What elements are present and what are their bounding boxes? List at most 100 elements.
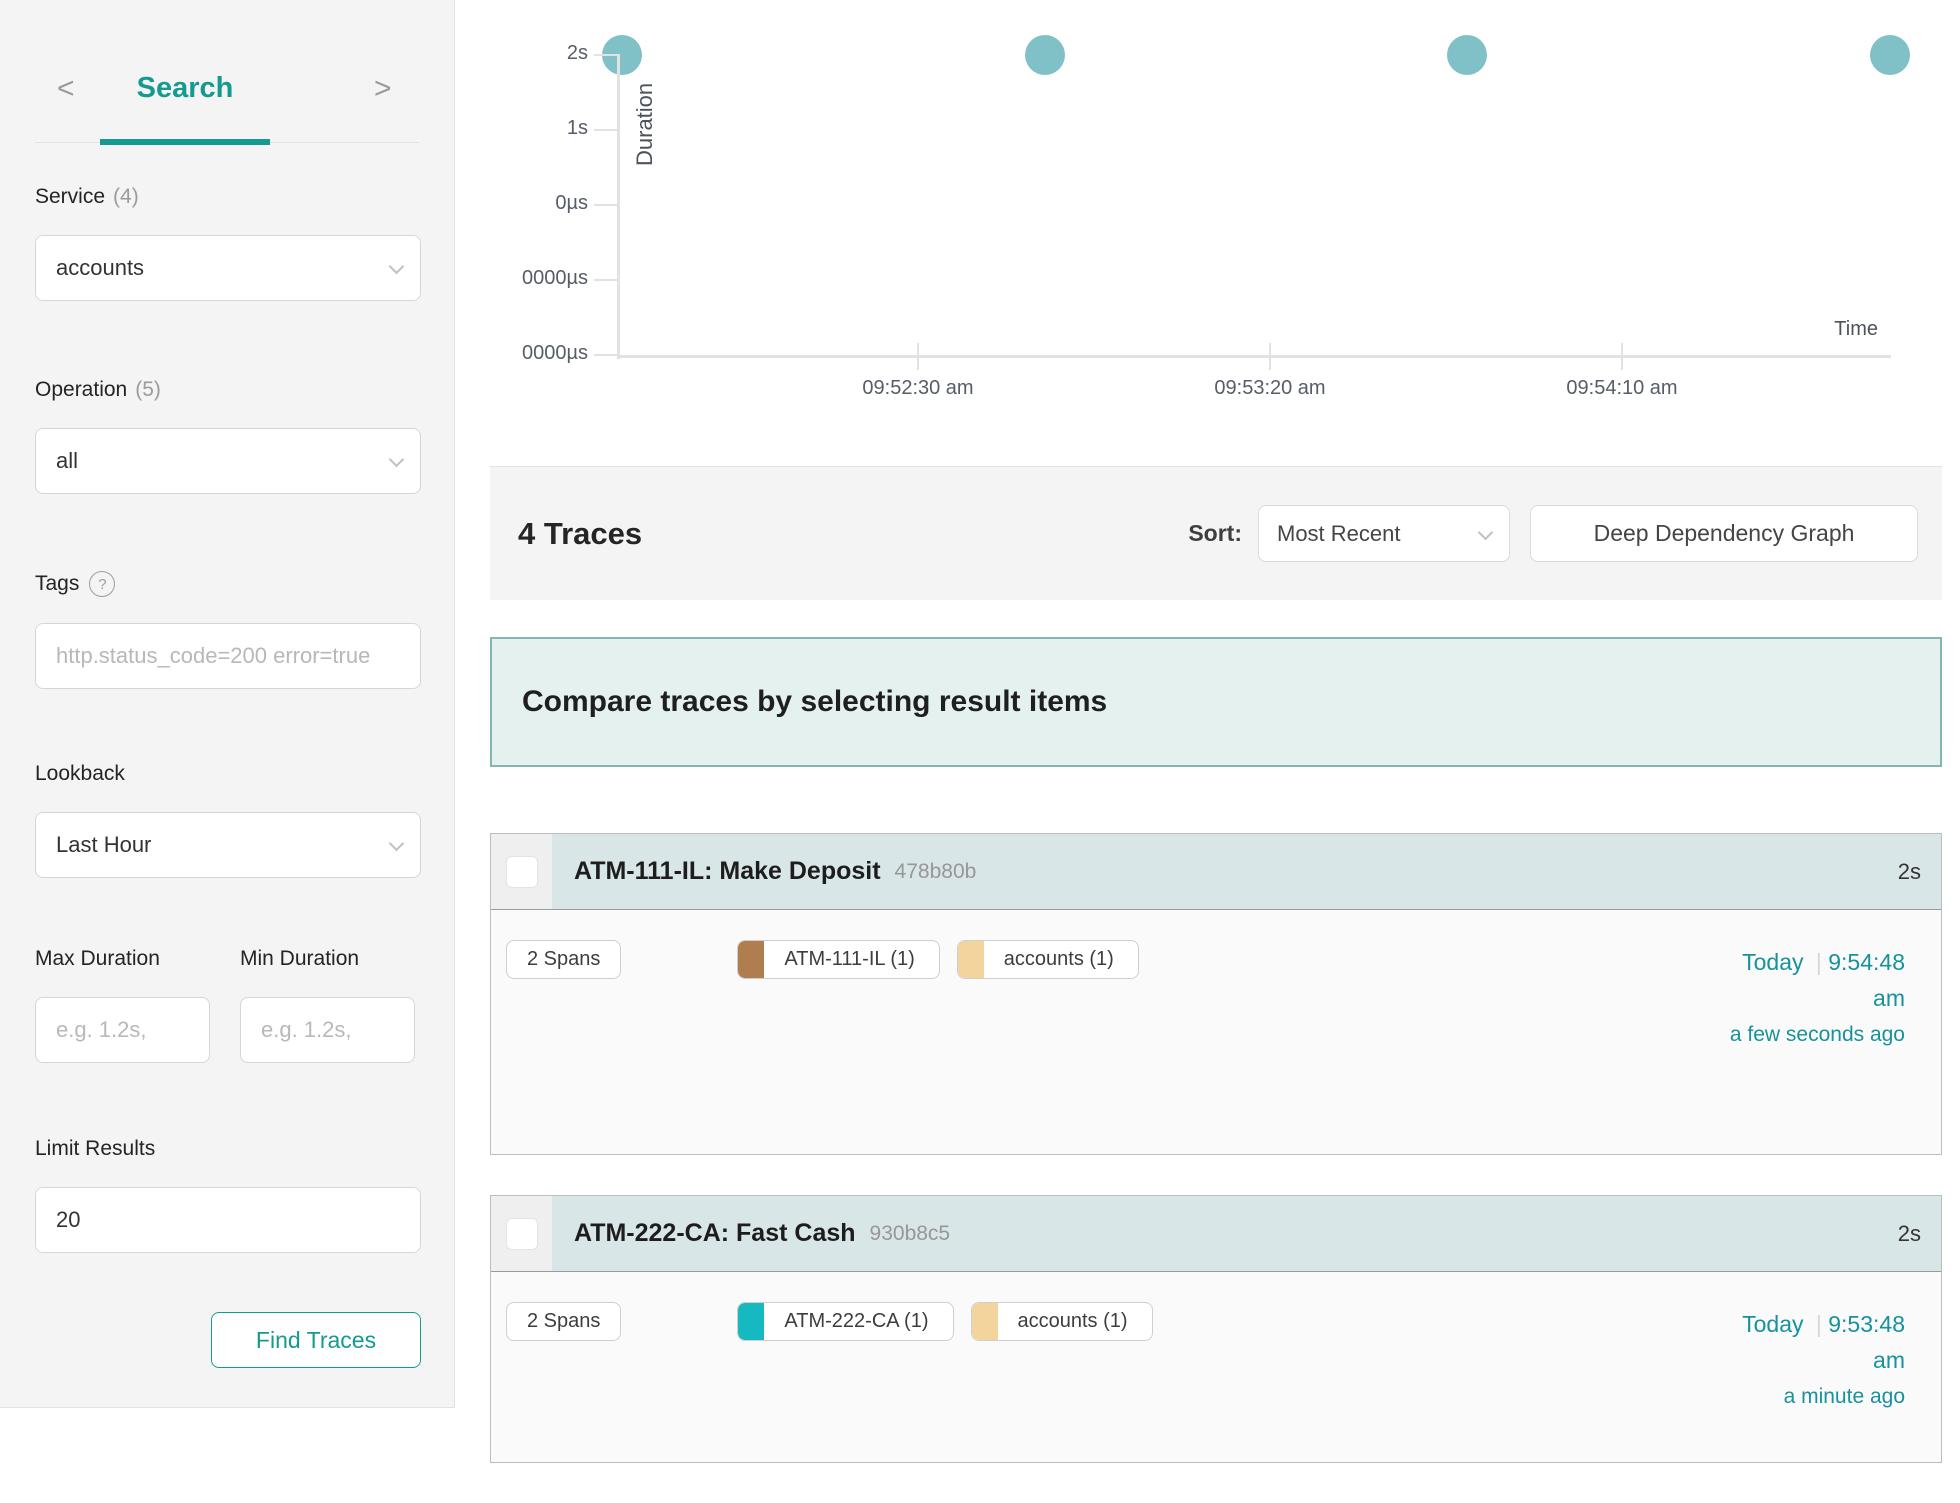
y-axis-tick [594,129,618,131]
service-tag-label: accounts (1) [1017,1310,1128,1332]
trace-results-list: ATM-111-IL: Make Deposit 478b80b 2s 2 Sp… [490,833,1942,1463]
service-tags: ATM-111-IL (1) accounts (1) [737,940,1139,979]
tags-input[interactable] [35,623,421,689]
lookback-select[interactable]: Last Hour [35,812,421,878]
trace-date-link[interactable]: Today [1742,1311,1804,1337]
trace-card-header[interactable]: ATM-111-IL: Make Deposit 478b80b 2s [491,834,1941,910]
span-count-pill: 2 Spans [506,1302,622,1341]
chevron-down-icon [388,451,405,468]
trace-title[interactable]: ATM-222-CA: Fast Cash [574,1219,856,1247]
chevron-down-icon [388,258,405,275]
service-tags: ATM-222-CA (1) accounts (1) [737,1302,1153,1341]
lookback-select-value: Last Hour [56,832,152,857]
trace-card-body: 2 Spans ATM-222-CA (1) accounts (1) Toda… [491,1272,1941,1462]
trace-checkbox[interactable] [505,855,538,888]
trace-id: 478b80b [894,859,977,883]
lookback-label: Lookback [35,762,421,786]
y-axis-tick [594,279,618,281]
service-tag-pill: ATM-222-CA (1) [737,1302,954,1341]
tags-label: Tags ? [35,571,421,597]
service-tag-pill: ATM-111-IL (1) [737,940,940,979]
chevron-right-icon[interactable]: > [374,72,392,105]
trace-date-link[interactable]: Today [1742,949,1804,975]
deep-dependency-graph-button[interactable]: Deep Dependency Graph [1530,505,1918,562]
max-duration-label: Max Duration [35,947,210,971]
results-bar: 4 Traces Sort: Most Recent Deep Dependen… [490,466,1942,600]
duration-axis-label: Duration [632,82,657,166]
trace-time-link[interactable]: 9:53:48 am [1828,1311,1905,1373]
trace-card-header[interactable]: ATM-222-CA: Fast Cash 930b8c5 2s [491,1196,1941,1272]
x-axis-line [617,355,1891,358]
x-axis-tick-label: 09:52:30 am [862,377,974,399]
trace-card: ATM-111-IL: Make Deposit 478b80b 2s 2 Sp… [490,833,1942,1155]
trace-title[interactable]: ATM-111-IL: Make Deposit [574,857,881,885]
find-traces-button[interactable]: Find Traces [211,1312,421,1368]
min-duration-label-text: Min Duration [240,947,360,970]
chevron-left-icon[interactable]: < [57,72,75,105]
y-axis-tick [594,354,618,356]
x-axis-tick-label: 09:54:10 am [1566,377,1678,399]
service-color-chip [957,941,984,978]
scatter-point[interactable] [1447,35,1488,75]
y-axis-tick-label: 0µs [555,192,588,214]
service-tag-pill: accounts (1) [956,940,1139,979]
service-color-chip [738,941,765,978]
y-axis-tick-label: 1s [566,117,588,139]
sort-select[interactable]: Most Recent [1258,505,1510,562]
service-select[interactable]: accounts [35,235,421,301]
compare-banner: Compare traces by selecting result items [490,637,1942,767]
y-axis-tick-label: 0000µs [521,267,588,289]
operation-select[interactable]: all [35,428,421,494]
limit-results-label-text: Limit Results [35,1137,156,1160]
max-duration-label-text: Max Duration [35,947,160,970]
trace-time-link[interactable]: 9:54:48 am [1828,949,1905,1011]
trace-title-bar[interactable]: ATM-222-CA: Fast Cash 930b8c5 2s [552,1196,1941,1271]
help-icon[interactable]: ? [89,571,116,597]
trace-duration: 2s [1897,1220,1921,1246]
service-color-chip [738,1303,765,1340]
trace-card: ATM-222-CA: Fast Cash 930b8c5 2s 2 Spans… [490,1195,1942,1463]
time-axis-label: Time [1834,318,1878,340]
trace-timestamp-block: Today | 9:54:48 am a few seconds ago [1727,944,1905,1050]
trace-title-bar[interactable]: ATM-111-IL: Make Deposit 478b80b 2s [552,834,1941,909]
trace-select-cell [491,1196,552,1271]
y-axis-tick-label: 0000µs [521,342,588,364]
min-duration-label: Min Duration [240,947,415,971]
service-label-text: Service [35,185,106,208]
service-label: Service (4) [35,185,421,209]
trace-timestamp-block: Today | 9:53:48 am a minute ago [1727,1306,1905,1412]
sort-label: Sort: [1188,520,1242,546]
scatter-point[interactable] [1869,35,1910,75]
min-duration-input[interactable] [240,997,415,1063]
trace-duration: 2s [1897,858,1921,884]
operation-label-text: Operation [35,378,128,401]
chevron-down-icon [388,835,405,852]
max-duration-input[interactable] [35,997,210,1063]
x-axis-tick [917,343,919,370]
sort-select-value: Most Recent [1277,520,1401,546]
scatter-point[interactable] [1024,35,1065,75]
y-axis-tick-label: 2s [566,42,588,64]
operation-label: Operation (5) [35,378,421,402]
trace-checkbox[interactable] [505,1217,538,1250]
limit-results-label: Limit Results [35,1137,421,1161]
tags-label-text: Tags [35,572,80,595]
date-time-separator: | [1815,1311,1822,1337]
y-axis-tick [594,204,618,206]
service-tag-pill: accounts (1) [970,1302,1153,1341]
limit-results-input[interactable] [35,1187,421,1253]
trace-relative-time: a few seconds ago [1729,1023,1905,1046]
service-select-value: accounts [56,255,145,280]
sidebar-tabs: < Search > [0,0,454,145]
main-content: Duration Time 2s 1s 0µs 0000µs 0000µs 09:52:3… [490,0,1942,1503]
y-axis-tick [594,54,618,56]
span-count-pill: 2 Spans [506,940,622,979]
compare-banner-text: Compare traces by selecting result items [522,685,1108,718]
service-tag-label: ATM-222-CA (1) [784,1310,929,1332]
tab-search[interactable]: Search [136,72,234,104]
y-axis-line [617,54,620,359]
x-axis-tick [1269,343,1271,370]
operation-select-value: all [56,448,79,473]
trace-id: 930b8c5 [869,1221,951,1245]
x-axis-tick-label: 09:53:20 am [1214,377,1326,399]
